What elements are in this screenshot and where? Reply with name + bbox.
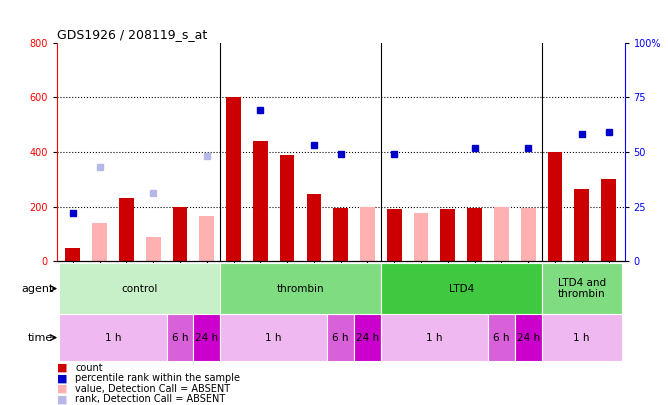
Text: ■: ■	[57, 363, 67, 373]
Bar	[467, 208, 482, 261]
Bar	[333, 208, 348, 261]
Text: control: control	[122, 284, 158, 294]
Text: ■: ■	[57, 394, 67, 404]
Text: rank, Detection Call = ABSENT: rank, Detection Call = ABSENT	[75, 394, 226, 404]
Bar	[488, 314, 515, 361]
Text: percentile rank within the sample: percentile rank within the sample	[75, 373, 240, 383]
Bar	[226, 97, 241, 261]
Text: 1 h: 1 h	[105, 333, 122, 343]
Text: 6 h: 6 h	[172, 333, 188, 343]
Text: 1 h: 1 h	[426, 333, 443, 343]
Text: 1 h: 1 h	[265, 333, 282, 343]
Bar	[601, 179, 616, 261]
Bar	[354, 314, 381, 361]
Bar	[166, 314, 193, 361]
Text: time: time	[28, 333, 53, 343]
Bar	[59, 314, 166, 361]
Text: count: count	[75, 363, 103, 373]
Text: 1 h: 1 h	[573, 333, 590, 343]
Bar	[381, 314, 488, 361]
Text: 6 h: 6 h	[493, 333, 510, 343]
Bar	[387, 209, 401, 261]
Bar	[542, 314, 622, 361]
Text: 24 h: 24 h	[516, 333, 540, 343]
Text: LTD4: LTD4	[449, 284, 474, 294]
Text: ■: ■	[57, 384, 67, 394]
Text: 24 h: 24 h	[195, 333, 218, 343]
Bar	[220, 263, 381, 314]
Bar	[65, 247, 80, 261]
Bar	[521, 208, 536, 261]
Bar	[307, 194, 321, 261]
Text: LTD4 and
thrombin: LTD4 and thrombin	[558, 278, 606, 299]
Text: 24 h: 24 h	[356, 333, 379, 343]
Bar	[92, 223, 107, 261]
Bar	[440, 209, 455, 261]
Text: ■: ■	[57, 373, 67, 383]
Bar	[253, 141, 268, 261]
Bar	[119, 198, 134, 261]
Bar	[381, 263, 542, 314]
Bar	[280, 155, 295, 261]
Bar	[494, 207, 509, 261]
Bar	[200, 216, 214, 261]
Bar	[548, 152, 562, 261]
Text: 6 h: 6 h	[333, 333, 349, 343]
Bar	[220, 314, 327, 361]
Bar	[280, 205, 295, 261]
Bar	[542, 263, 622, 314]
Bar	[413, 213, 428, 261]
Text: GDS1926 / 208119_s_at: GDS1926 / 208119_s_at	[57, 28, 207, 41]
Bar	[172, 207, 187, 261]
Text: agent: agent	[21, 284, 53, 294]
Bar	[360, 207, 375, 261]
Text: thrombin: thrombin	[277, 284, 325, 294]
Bar	[515, 314, 542, 361]
Bar	[193, 314, 220, 361]
Bar	[574, 189, 589, 261]
Bar	[146, 237, 160, 261]
Bar	[327, 314, 354, 361]
Bar	[59, 263, 220, 314]
Text: value, Detection Call = ABSENT: value, Detection Call = ABSENT	[75, 384, 230, 394]
